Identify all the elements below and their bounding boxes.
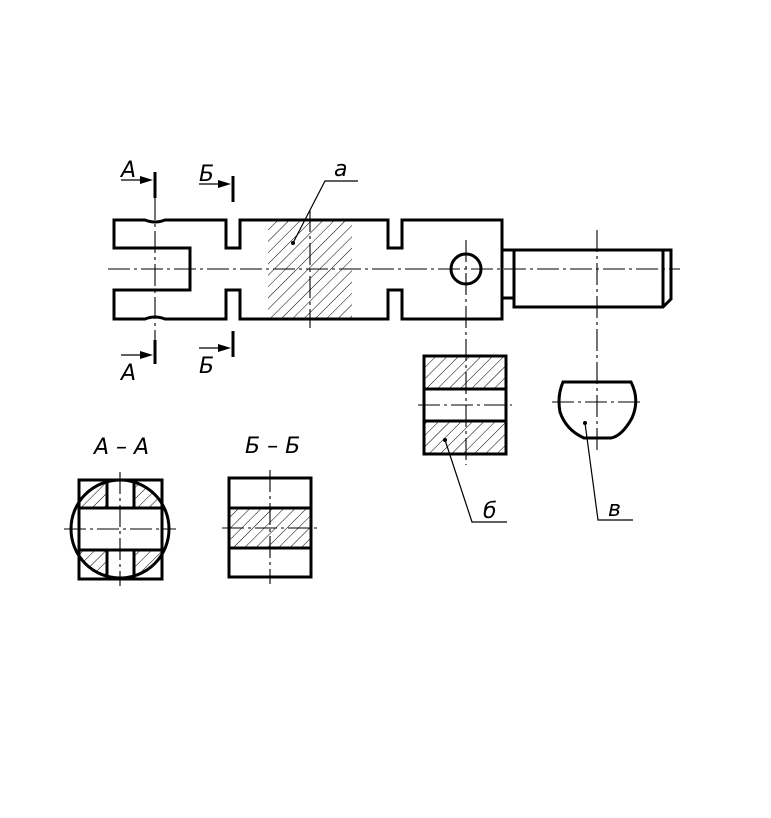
label-callout-v: в (608, 497, 621, 522)
callout-b-leader (444, 439, 507, 523)
cut-b-top-arrow-head (218, 180, 231, 188)
label-cut-b-top: Б (199, 162, 214, 187)
section-aa (64, 472, 176, 586)
main-view (108, 172, 680, 465)
label-cut-b-bottom: Б (199, 354, 214, 379)
callout-v-dot (583, 421, 587, 425)
label-cut-a-top: А (119, 158, 136, 183)
section-bb (222, 470, 318, 584)
label-section-bb-title: Б – Б (245, 434, 300, 459)
callout-a-dot (291, 241, 295, 245)
fork-end-outline (112, 218, 504, 321)
label-section-aa-title: А – А (92, 435, 149, 460)
cut-a-top-arrow-head (140, 176, 153, 184)
cut-b-bottom-arrow-head (218, 344, 231, 352)
cut-a-bottom-arrow-head (140, 351, 153, 359)
callout-a-leader (292, 180, 358, 244)
collar-step (500, 248, 516, 300)
section-b-hole (418, 354, 512, 523)
callout-v-leader (584, 422, 633, 521)
label-cut-a-bottom: А (119, 361, 136, 386)
section-v-shaft (552, 380, 642, 521)
section-v-shape (557, 380, 638, 440)
section-b-hatch-top (424, 356, 506, 389)
label-callout-b: б (483, 499, 497, 524)
section-b-hatch-bottom (424, 421, 506, 454)
callout-b-dot (443, 438, 447, 442)
label-callout-a: а (334, 157, 347, 182)
shaft-outline (512, 248, 673, 309)
